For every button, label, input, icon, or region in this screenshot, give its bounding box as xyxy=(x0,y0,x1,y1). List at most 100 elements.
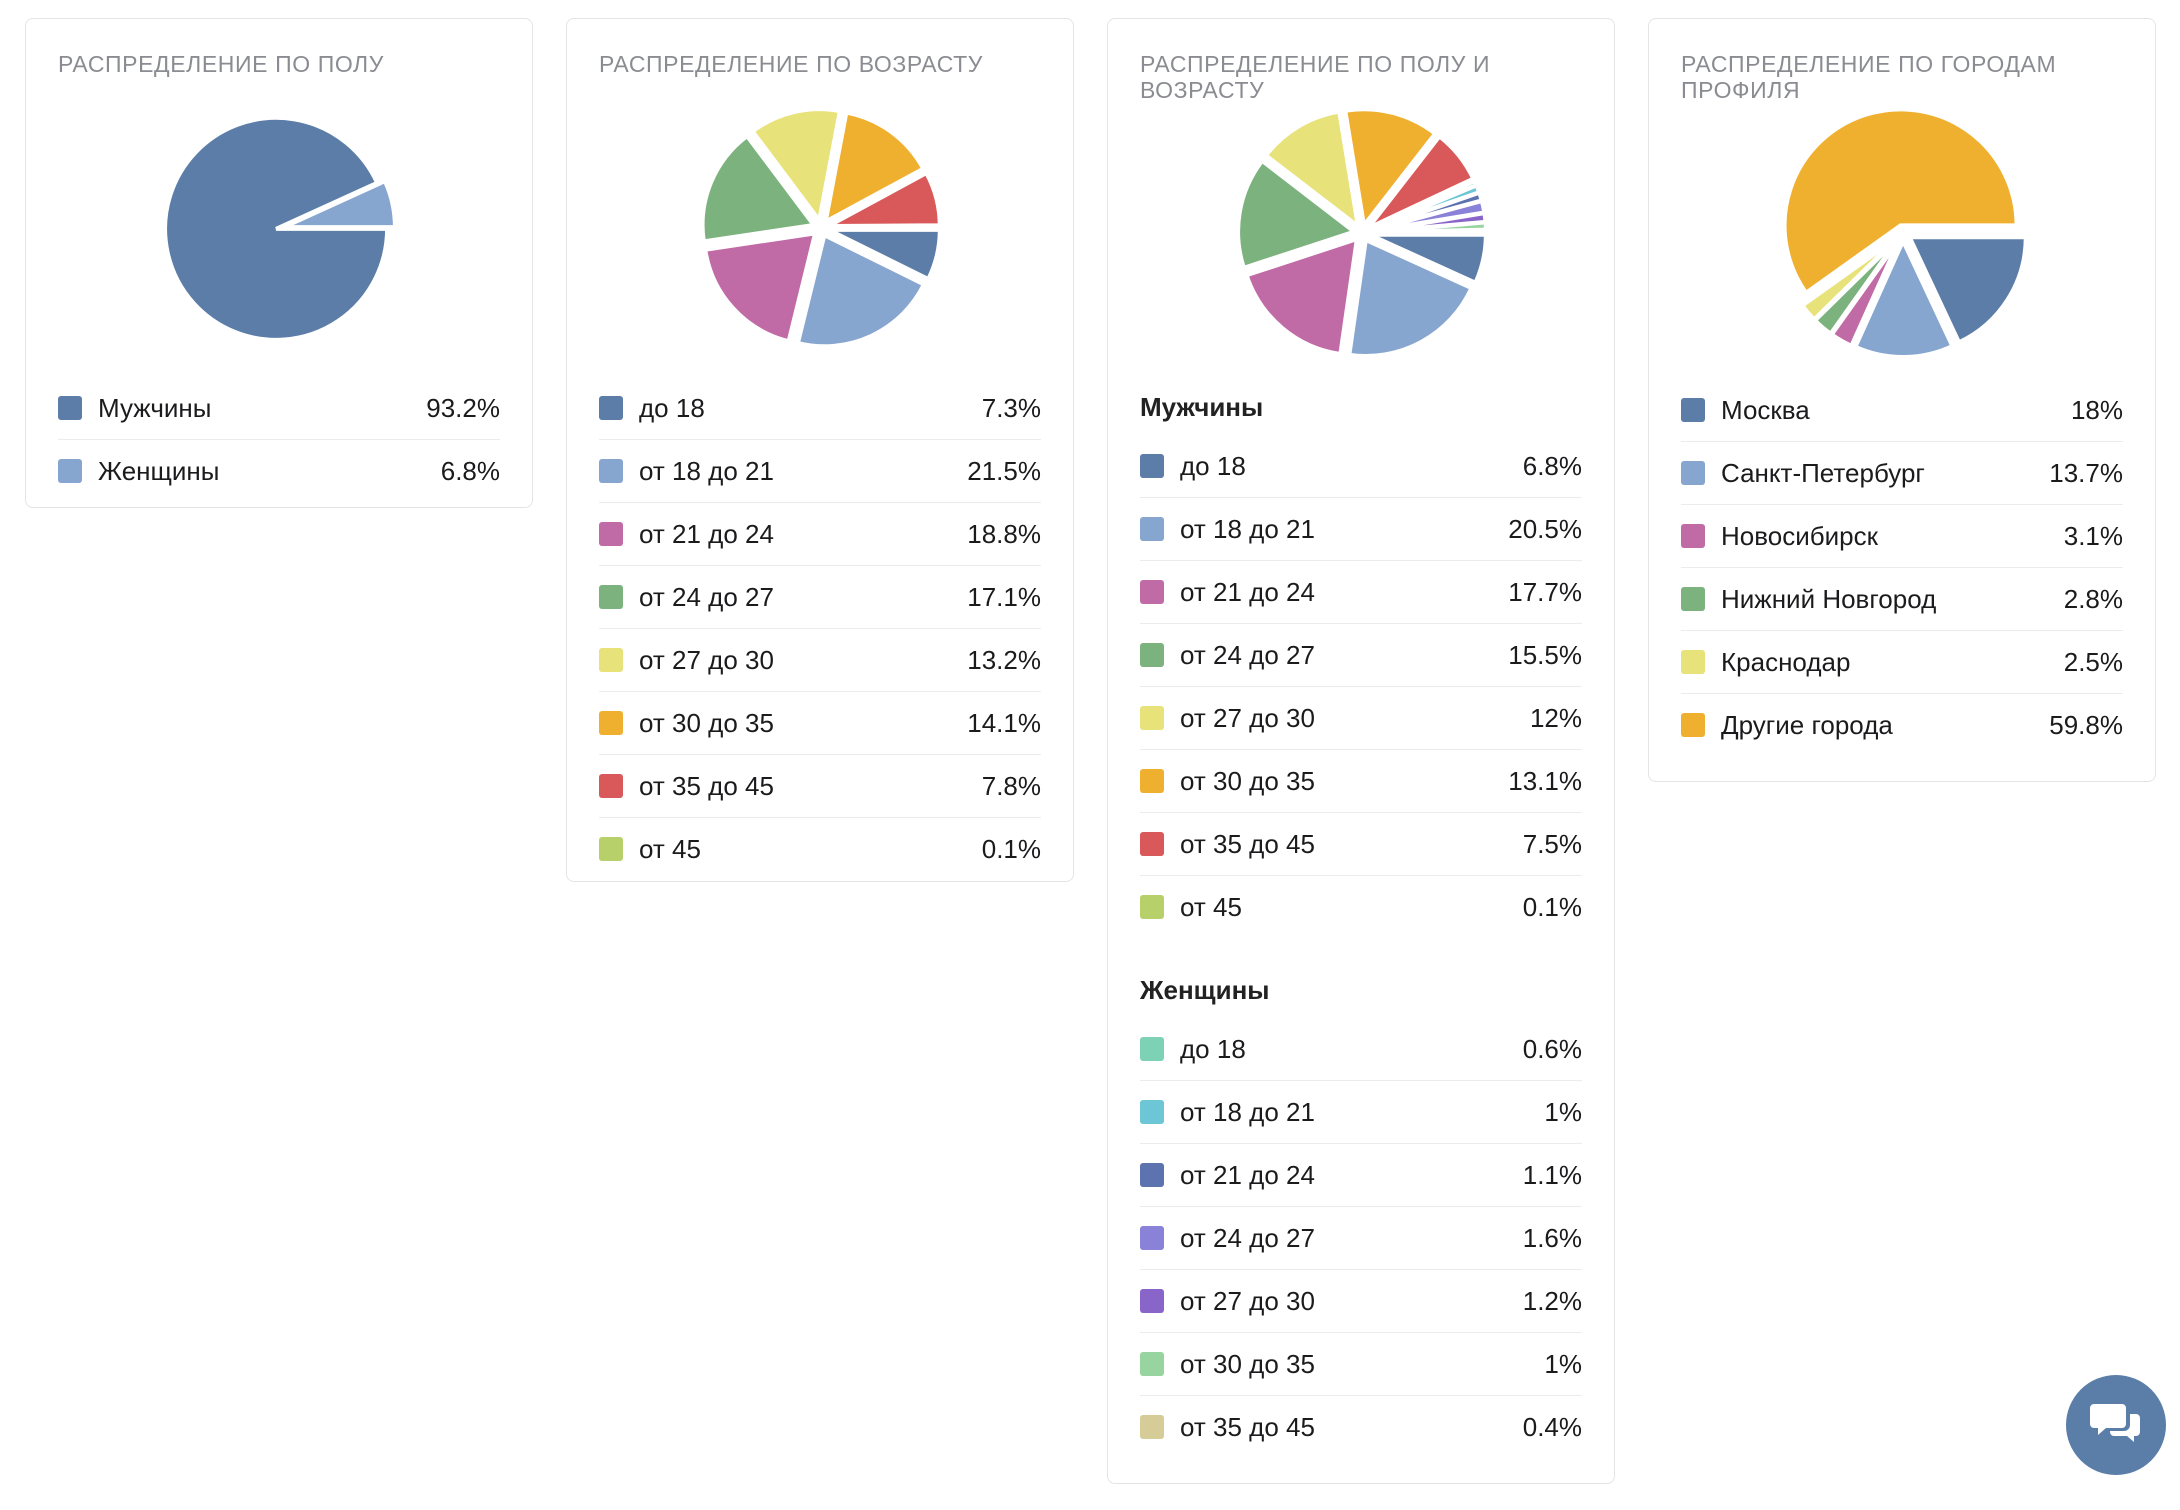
legend-gender: Мужчины 93.2% Женщины 6.8% xyxy=(58,377,500,502)
legend-swatch xyxy=(1140,895,1164,919)
legend-swatch xyxy=(1681,398,1705,422)
legend-item: от 21 до 24 18.8% xyxy=(599,503,1041,566)
pie-slice xyxy=(1343,107,1438,231)
legend-item: от 35 до 45 0.4% xyxy=(1140,1396,1582,1458)
legend-label: от 21 до 24 xyxy=(639,518,774,549)
legend-item: от 21 до 24 1.1% xyxy=(1140,1144,1582,1207)
legend-value: 6.8% xyxy=(440,455,500,486)
card-city-distribution: Распределение по городам профиля Москва 1… xyxy=(1648,18,2156,782)
legend-swatch xyxy=(1140,769,1164,793)
legend-label: от 21 до 24 xyxy=(1180,1159,1315,1190)
legend-value: 18% xyxy=(2070,394,2123,425)
legend-item: от 30 до 35 13.1% xyxy=(1140,750,1582,813)
legend-value: 12% xyxy=(1529,702,1582,733)
legend-item: до 18 7.3% xyxy=(599,377,1041,440)
legend-label: от 35 до 45 xyxy=(639,770,774,801)
legend-item: от 27 до 30 13.2% xyxy=(599,629,1041,692)
legend-swatch xyxy=(599,585,623,609)
legend-value: 7.5% xyxy=(1522,828,1582,859)
group-title-women: Женщины xyxy=(1140,975,1270,1005)
legend-item: Краснодар 2.5% xyxy=(1681,631,2123,694)
card-title: Распределение по городам профиля xyxy=(1681,51,2057,103)
legend-swatch xyxy=(599,648,623,672)
legend-value: 14.1% xyxy=(967,707,1041,738)
pie-svg xyxy=(163,115,397,342)
legend-label: от 18 до 21 xyxy=(1180,513,1315,544)
legend-item: от 24 до 27 17.1% xyxy=(599,566,1041,629)
legend-value: 1.1% xyxy=(1522,1159,1582,1190)
legend-value: 7.3% xyxy=(981,392,1041,423)
legend-swatch xyxy=(599,459,623,483)
legend-item: Нижний Новгород 2.8% xyxy=(1681,568,2123,631)
legend-value: 1.2% xyxy=(1522,1285,1582,1316)
legend-age: до 18 7.3% от 18 до 21 21.5% от 21 до 24 18.8… xyxy=(599,377,1041,880)
legend-swatch xyxy=(599,711,623,735)
legend-swatch xyxy=(1140,1037,1164,1061)
legend-label: от 45 xyxy=(1180,891,1242,922)
legend-item: Женщины 6.8% xyxy=(58,440,500,502)
legend-item: от 18 до 21 20.5% xyxy=(1140,498,1582,561)
pie-svg xyxy=(700,107,943,349)
legend-label: до 18 xyxy=(1180,450,1246,481)
legend-item: от 24 до 27 15.5% xyxy=(1140,624,1582,687)
legend-swatch xyxy=(1140,580,1164,604)
legend-swatch xyxy=(1681,524,1705,548)
legend-value: 93.2% xyxy=(426,392,500,423)
legend-label: Нижний Новгород xyxy=(1721,583,1937,614)
legend-item: Другие города 59.8% xyxy=(1681,694,2123,756)
legend-swatch xyxy=(1681,713,1705,737)
pie-slice xyxy=(828,225,943,230)
pie-slice xyxy=(283,178,397,230)
legend-value: 17.1% xyxy=(967,581,1041,612)
pie-chart-gender xyxy=(58,103,500,353)
legend-swatch xyxy=(1140,643,1164,667)
legend-value: 21.5% xyxy=(967,455,1041,486)
legend-item: от 45 0.1% xyxy=(1140,876,1582,938)
legend-swatch xyxy=(1140,1289,1164,1313)
legend-item: Мужчины 93.2% xyxy=(58,377,500,440)
chat-button[interactable] xyxy=(2066,1375,2166,1475)
pie-slice xyxy=(1236,158,1359,271)
legend-city: Москва 18% Санкт-Петербург 13.7% Новосибирск… xyxy=(1681,379,2123,756)
card-gender-distribution: Распределение по полу Мужчины 93.2% Женщин… xyxy=(25,18,533,508)
pie-slice xyxy=(827,170,942,229)
legend-swatch xyxy=(599,522,623,546)
pie-svg xyxy=(1236,107,1489,359)
legend-label: от 30 до 35 xyxy=(1180,765,1315,796)
legend-swatch xyxy=(1140,1100,1164,1124)
legend-label: от 24 до 27 xyxy=(639,581,774,612)
legend-item: от 35 до 45 7.8% xyxy=(599,755,1041,818)
legend-swatch xyxy=(1140,517,1164,541)
pie-slice xyxy=(1906,235,2028,345)
legend-swatch xyxy=(1140,1415,1164,1439)
legend-value: 20.5% xyxy=(1508,513,1582,544)
legend-label: Краснодар xyxy=(1721,646,1851,677)
legend-value: 0.6% xyxy=(1522,1033,1582,1064)
legend-swatch xyxy=(58,459,82,483)
chat-bubbles-icon xyxy=(2090,1400,2142,1451)
pie-slice xyxy=(700,133,818,244)
legend-value: 0.1% xyxy=(1522,891,1582,922)
legend-label: от 27 до 30 xyxy=(1180,1285,1315,1316)
legend-value: 6.8% xyxy=(1522,450,1582,481)
pie-slice xyxy=(1244,236,1360,357)
legend-value: 59.8% xyxy=(2049,709,2123,740)
legend-swatch xyxy=(599,774,623,798)
pie-chart-age xyxy=(599,103,1041,353)
legend-label: Женщины xyxy=(98,455,220,486)
pie-slice xyxy=(1347,237,1475,359)
legend-swatch xyxy=(1140,1226,1164,1250)
legend-item: от 27 до 30 1.2% xyxy=(1140,1270,1582,1333)
pie-slice xyxy=(1782,107,2019,296)
legend-item: от 35 до 45 7.5% xyxy=(1140,813,1582,876)
legend-value: 0.1% xyxy=(981,833,1041,864)
legend-label: от 30 до 35 xyxy=(639,707,774,738)
card-age-distribution: Распределение по возрасту до 18 7.3% от 18… xyxy=(566,18,1074,882)
legend-item: Новосибирск 3.1% xyxy=(1681,505,2123,568)
card-title: Распределение по полу xyxy=(58,51,384,77)
legend-swatch xyxy=(1140,1352,1164,1376)
legend-label: от 21 до 24 xyxy=(1180,576,1315,607)
legend-item: от 24 до 27 1.6% xyxy=(1140,1207,1582,1270)
legend-value: 13.1% xyxy=(1508,765,1582,796)
group-title-men: Мужчины xyxy=(1140,392,1264,422)
